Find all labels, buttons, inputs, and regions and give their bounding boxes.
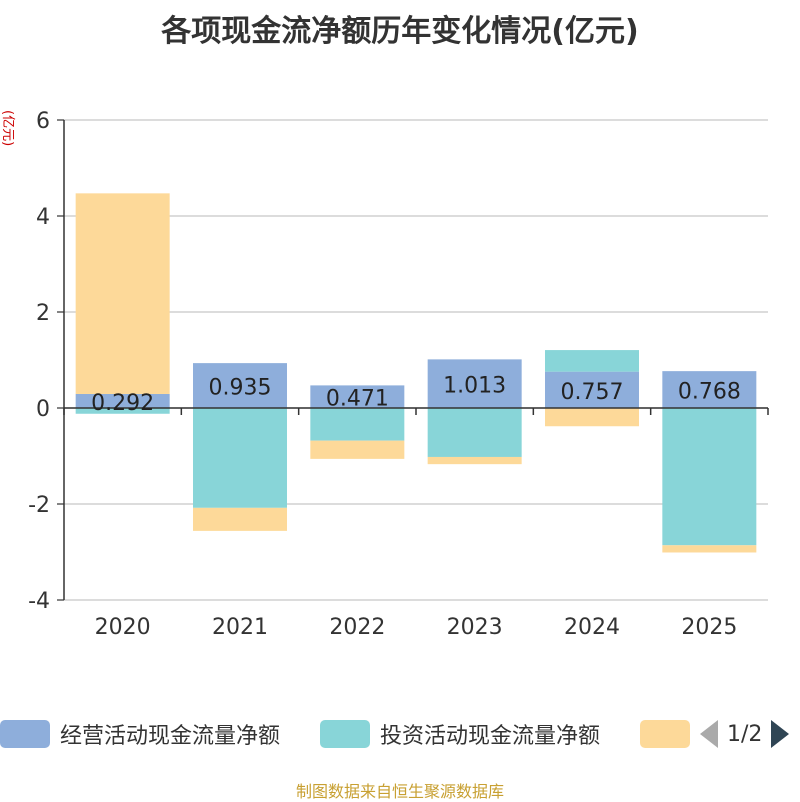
legend-item-operating[interactable]: 经营活动现金流量净额 (0, 716, 280, 752)
bar-operating-2020 (75, 393, 170, 408)
axis-layer: 6 4 2 0 -2 -4 (28, 109, 769, 614)
y-axis-unit-label: (亿元) (0, 110, 15, 147)
data-label-operating-2025: 0.768 (678, 380, 741, 405)
y-tick-label: -2 (28, 493, 50, 518)
label-layer: 2020 2021 2022 2023 2024 2025 0.292 0.935 0.471 1… (91, 374, 741, 640)
pager-text: 1/2 (727, 721, 763, 747)
data-label-operating-2021: 0.935 (209, 376, 272, 401)
x-tick-label-2020: 2020 (95, 615, 151, 640)
legend-swatch-financing (640, 720, 690, 748)
bar-financing-2025 (662, 545, 757, 553)
x-tick-label-2024: 2024 (564, 615, 620, 640)
bar-operating-2024 (545, 371, 639, 408)
bar-financing-2021 (193, 507, 287, 531)
bar-investing-2022 (310, 408, 405, 441)
chart-title: 各项现金流净额历年变化情况(亿元) (161, 14, 639, 49)
footer-source: 制图数据来自恒生聚源数据库 (295, 782, 504, 801)
x-tick-label-2021: 2021 (212, 615, 268, 640)
legend-swatch-operating (0, 720, 50, 748)
legend-item-investing[interactable]: 投资活动现金流量净额 (320, 716, 600, 752)
bar-operating-2023 (427, 359, 522, 408)
y-tick-label: 4 (36, 205, 50, 230)
legend-pager: 1/2 (700, 716, 790, 752)
y-tick-label: -4 (28, 589, 50, 614)
legend-label-operating: 经营活动现金流量净额 (60, 724, 281, 749)
bar-operating-2025 (662, 371, 757, 408)
pager-next-icon[interactable] (771, 720, 790, 748)
x-tick-label-2022: 2022 (329, 615, 385, 640)
data-label-operating-2020: 0.292 (91, 391, 154, 416)
pager-prev-icon[interactable] (700, 720, 718, 748)
bar-financing-2023 (427, 456, 522, 465)
legend-item-financing[interactable] (640, 716, 700, 752)
x-tick-label-2025: 2025 (681, 615, 737, 640)
x-tick-label-2023: 2023 (447, 615, 503, 640)
data-label-operating-2022: 0.471 (326, 387, 389, 412)
bar-investing-2021 (193, 408, 287, 508)
bar-investing-2020 (75, 408, 170, 414)
chart: 6 4 2 0 -2 -4 2020 2021 2022 2023 2024 2025 0.292 0.… (28, 109, 769, 640)
bar-investing-2024 (545, 350, 639, 372)
legend-swatch-investing (320, 720, 370, 748)
bar-layer (75, 193, 757, 553)
bar-financing-2022 (310, 440, 405, 459)
bar-financing-2024 (545, 408, 639, 427)
bar-investing-2025 (662, 408, 757, 546)
y-tick-label: 0 (36, 397, 50, 422)
y-tick-label: 2 (36, 301, 50, 326)
bar-financing-2020 (75, 193, 170, 394)
bar-investing-2023 (427, 408, 522, 457)
y-tick-label: 6 (36, 109, 50, 134)
data-label-operating-2024: 0.757 (561, 380, 624, 405)
legend-label-investing: 投资活动现金流量净额 (380, 724, 601, 749)
bar-operating-2021 (193, 363, 287, 408)
bar-operating-2022 (310, 385, 405, 408)
data-label-operating-2023: 1.013 (443, 374, 506, 399)
